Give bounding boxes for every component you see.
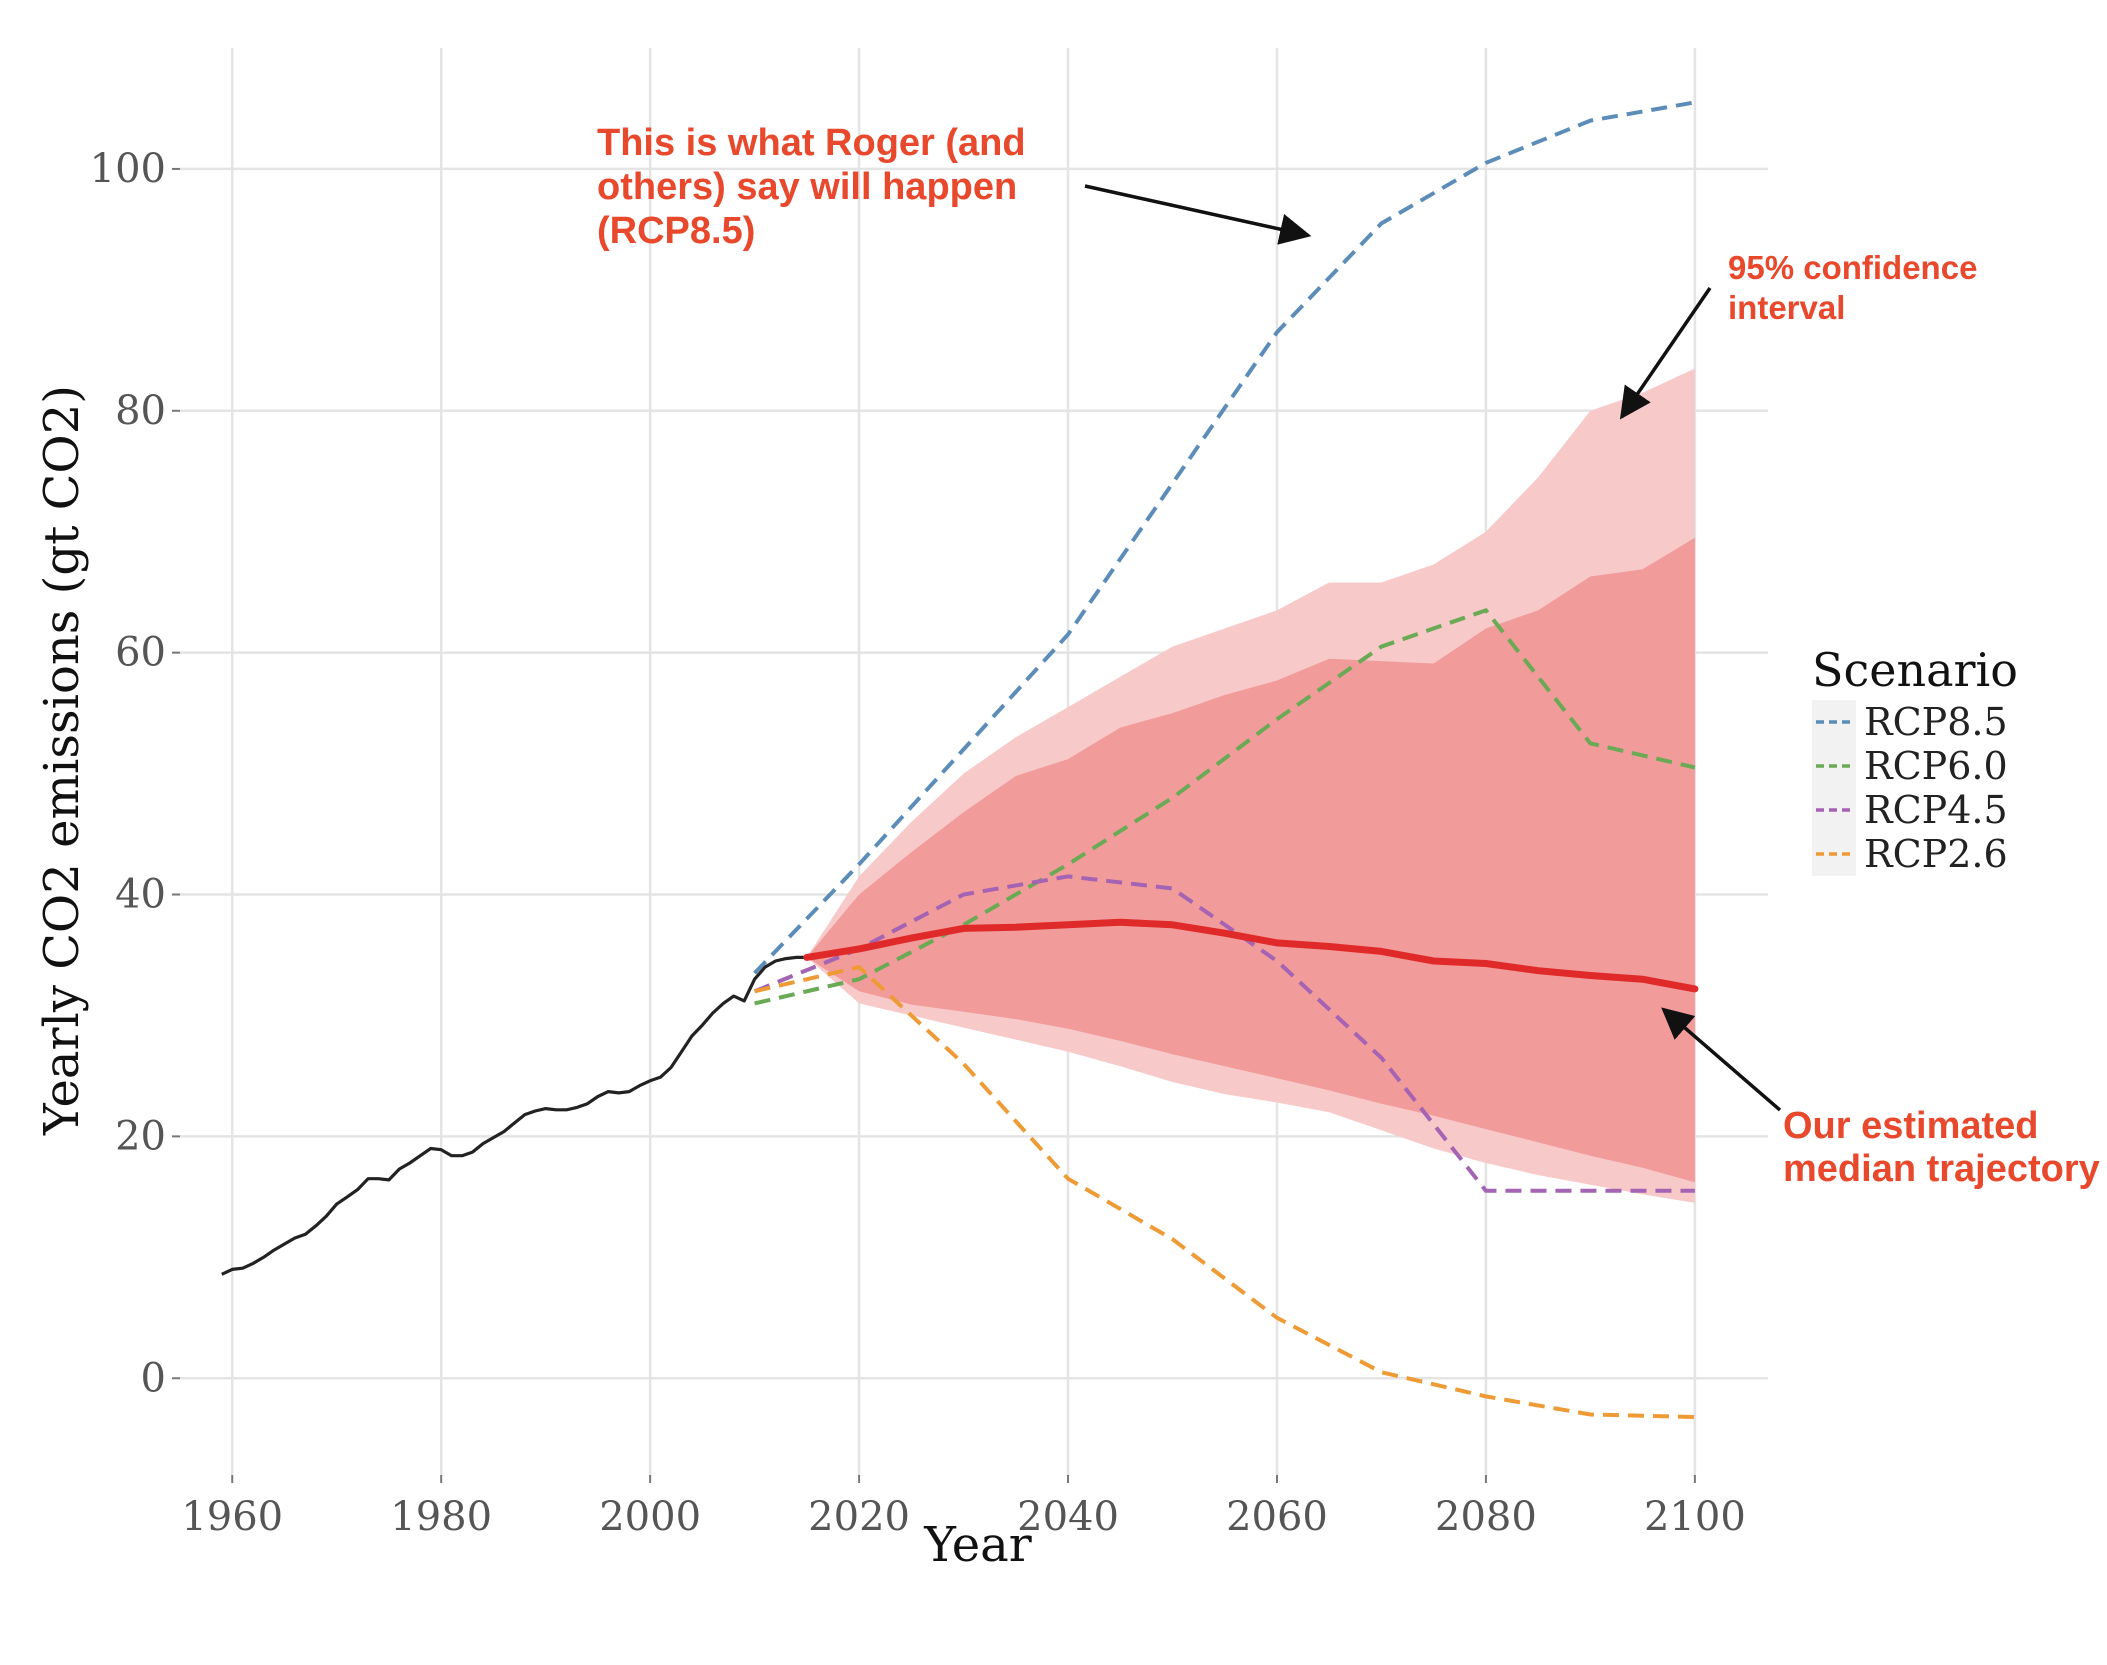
x-tick-label-2040: 2040: [1017, 1494, 1119, 1540]
series-line-rcp26: [754, 964, 1695, 1419]
y-tick-label-100: 100: [90, 146, 166, 192]
annotation-line-2-1: median trajectory: [1783, 1148, 2100, 1190]
x-tick-label-1980: 1980: [390, 1494, 492, 1540]
series-line-rcp60: [754, 607, 1696, 1006]
median-line: [803, 918, 1699, 993]
annotation-line-1-0: 95% confidence: [1728, 249, 1977, 286]
annotation-text-0: This is what Roger (and others) say will …: [597, 122, 1026, 252]
legend-label-1: RCP6.0: [1864, 744, 2008, 788]
x-axis-title: Year: [923, 1517, 1032, 1573]
x-tick-label-1960: 1960: [181, 1494, 283, 1540]
x-tick-label-2060: 2060: [1226, 1494, 1328, 1540]
annotation-line-2-0: Our estimated: [1783, 1105, 2039, 1147]
legend-label-0: RCP8.5: [1864, 700, 2008, 744]
annotation-text-2: Our estimated median trajectory: [1783, 1105, 2100, 1190]
y-tick-label-80: 80: [115, 388, 166, 434]
annotation-line-1-1: interval: [1728, 289, 1845, 326]
y-tick-label-0: 0: [141, 1355, 166, 1401]
legend-label-3: RCP2.6: [1864, 832, 2008, 876]
annotation-line-0-2: (RCP8.5): [597, 210, 755, 252]
annotation-arrow-0: [1084, 184, 1312, 245]
x-tick-label-2080: 2080: [1435, 1494, 1537, 1540]
annotation-arrow-1: [1619, 287, 1712, 420]
legend-label-2: RCP4.5: [1864, 788, 2008, 832]
annotation-arrow-2: [1661, 1007, 1782, 1112]
annotation-line-0-0: This is what Roger (and: [597, 122, 1026, 164]
annotation-line-0-1: others) say will happen: [597, 166, 1017, 208]
x-tick-label-2020: 2020: [808, 1494, 910, 1540]
axes: 1960 1980 2000 2020 2040 2060 2080 210002040608…: [90, 146, 1746, 1540]
confidence-bands: [806, 368, 1695, 1203]
series-line-rcp45: [753, 874, 1695, 1193]
historical-line: [221, 955, 807, 1276]
series-line-rcp85: [753, 100, 1696, 975]
annotations: This is what Roger (and others) say will …: [597, 122, 2100, 1190]
x-tick-label-2100: 2100: [1644, 1494, 1746, 1540]
series-lines: [221, 100, 1699, 1419]
x-tick-label-2000: 2000: [599, 1494, 701, 1540]
band-inner-confidence: [806, 537, 1695, 1183]
y-tick-label-60: 60: [115, 630, 166, 676]
y-tick-label-40: 40: [115, 872, 166, 918]
y-axis-title: Yearly CO2 emissions (gt CO2): [34, 385, 90, 1136]
y-tick-label-20: 20: [115, 1113, 166, 1159]
annotation-text-1: 95% confidence interval: [1728, 249, 1977, 326]
legend-title: Scenario: [1812, 643, 2018, 697]
